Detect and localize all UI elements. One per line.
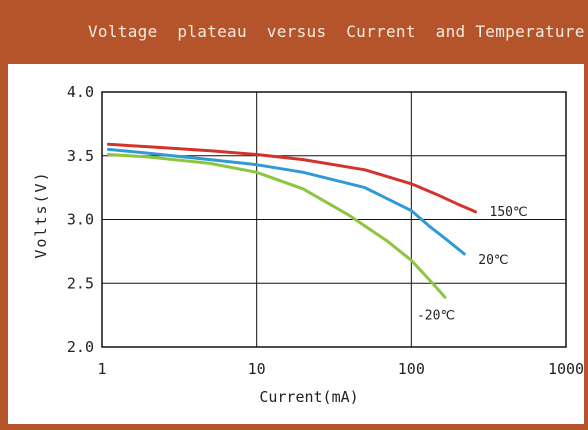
y-tick-label: 2.5: [67, 274, 94, 292]
chart-panel: [8, 64, 584, 424]
y-tick-label: 4.0: [67, 83, 94, 101]
x-tick-label: 10: [248, 360, 266, 378]
y-tick-label: 3.5: [67, 147, 94, 165]
x-tick-label: 1000: [548, 360, 584, 378]
x-tick-label: 1: [97, 360, 106, 378]
x-tick-label: 100: [398, 360, 425, 378]
series-line: [106, 153, 447, 299]
title-bar: Voltage plateau versus Current and Tempe…: [0, 0, 588, 70]
series-label: 20℃: [478, 253, 508, 268]
y-tick-label: 2.0: [67, 338, 94, 356]
series-line: [106, 142, 477, 214]
series-label: -20℃: [417, 308, 455, 323]
chart-title: Voltage plateau versus Current and Tempe…: [88, 22, 585, 41]
series-line: [106, 147, 466, 256]
y-tick-label: 3.0: [67, 211, 94, 229]
series-label: 150℃: [490, 205, 528, 220]
x-axis-label: Current(mA): [259, 388, 358, 406]
y-axis-label: Volts(V): [32, 170, 50, 258]
